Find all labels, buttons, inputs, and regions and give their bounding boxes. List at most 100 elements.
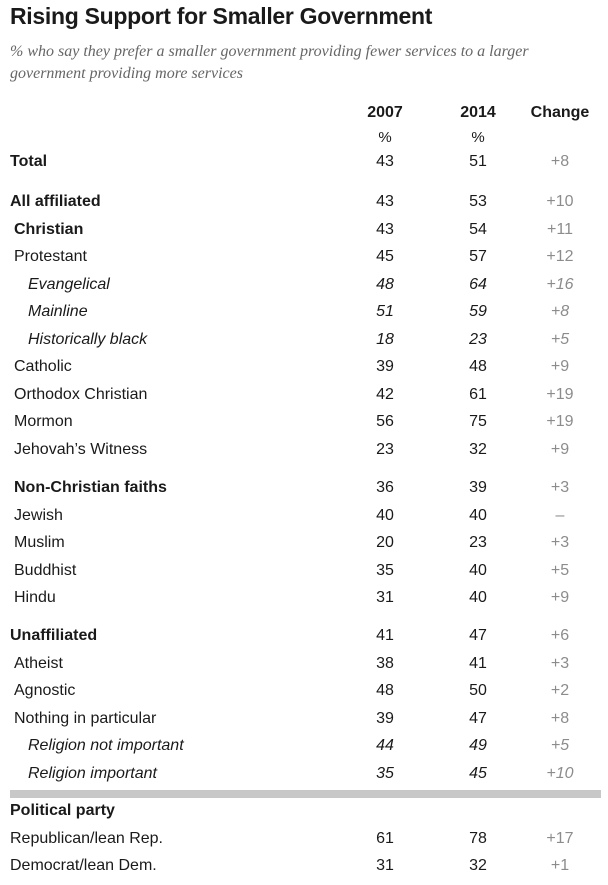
table-row: Jehovah’s Witness 23 32 +9 — [0, 441, 608, 465]
value-change: +2 — [550, 682, 570, 699]
table-row: Jewish 40 40 – — [0, 507, 608, 531]
value-2014: 39 — [469, 479, 487, 496]
value-change: +10 — [546, 193, 574, 210]
table-row: Protestant 45 57 +12 — [0, 248, 608, 272]
value-change: +10 — [546, 764, 574, 782]
value-change: +1 — [550, 857, 570, 874]
table-row: Hindu 31 40 +9 — [0, 589, 608, 613]
value-2007: 43 — [376, 193, 394, 210]
row-label: Religion not important — [28, 737, 184, 754]
row-label: Agnostic — [14, 682, 76, 699]
value-2007: 40 — [376, 506, 394, 524]
value-2007: 48 — [376, 275, 394, 293]
table-row: Orthodox Christian 42 61 +19 — [0, 386, 608, 410]
value-change: +9 — [550, 440, 570, 458]
column-header-2007: 2007 — [367, 104, 403, 121]
value-2007: 41 — [376, 627, 394, 644]
value-change: +5 — [550, 561, 570, 579]
row-label: Protestant — [14, 248, 87, 265]
row-label: Non-Christian faiths — [14, 479, 167, 496]
value-change: +8 — [550, 709, 570, 727]
value-2007: 39 — [376, 709, 394, 727]
value-2014: 53 — [469, 193, 487, 210]
value-2014: 23 — [469, 330, 487, 348]
value-change: +5 — [550, 737, 570, 754]
row-label: Jehovah’s Witness — [14, 440, 148, 458]
row-label: Mainline — [28, 303, 88, 320]
value-change: +9 — [550, 358, 570, 375]
table-row: Religion important 35 45 +10 — [0, 765, 608, 789]
value-2014: 41 — [469, 654, 487, 672]
value-2007: 20 — [376, 534, 394, 551]
table-row: Mormon 56 75 +19 — [0, 413, 608, 437]
value-change: +5 — [550, 330, 570, 348]
value-2014: 40 — [469, 561, 487, 579]
row-label: Catholic — [14, 358, 72, 375]
value-2014: 32 — [469, 857, 487, 874]
row-label: Total — [10, 153, 48, 170]
row-label: Muslim — [14, 534, 65, 551]
column-header-change: Change — [530, 104, 590, 121]
row-label: Democrat/lean Dem. — [10, 857, 157, 874]
value-2014: 59 — [469, 303, 487, 320]
table-row: Non-Christian faiths 36 39 +3 — [0, 479, 608, 503]
value-2007: 51 — [376, 303, 394, 320]
row-label: All affiliated — [10, 193, 101, 210]
unit-label-2014: % — [471, 129, 485, 146]
value-change: +8 — [550, 153, 570, 170]
value-2014: 45 — [469, 764, 487, 782]
value-2014: 49 — [469, 737, 487, 754]
value-change: +3 — [550, 534, 570, 551]
row-label: Religion important — [28, 764, 157, 782]
table-row: Democrat/lean Dem. 31 32 +1 — [0, 857, 608, 881]
value-2014: 75 — [469, 413, 487, 430]
value-2007: 43 — [376, 153, 394, 170]
value-2014: 54 — [469, 220, 487, 238]
value-2007: 61 — [376, 829, 394, 847]
row-label: Jewish — [14, 506, 63, 524]
value-2014: 64 — [469, 275, 487, 293]
row-label: Nothing in particular — [14, 709, 157, 727]
value-change: +17 — [546, 829, 574, 847]
table-row: Muslim 20 23 +3 — [0, 534, 608, 558]
value-2007: 31 — [376, 589, 394, 606]
value-2014: 48 — [469, 358, 487, 375]
unit-label-2007: % — [378, 129, 392, 146]
row-label: Christian — [14, 220, 84, 238]
row-label: Evangelical — [28, 275, 110, 293]
value-2007: 42 — [376, 385, 394, 403]
value-2007: 39 — [376, 358, 394, 375]
table-row: Agnostic 48 50 +2 — [0, 682, 608, 706]
table-row: Unaffiliated 41 47 +6 — [0, 627, 608, 651]
value-change: +6 — [550, 627, 570, 644]
value-change: – — [555, 506, 565, 524]
row-label: Historically black — [28, 330, 148, 348]
value-2007: 35 — [376, 764, 394, 782]
chart-subtitle: % who say they prefer a smaller governme… — [10, 43, 529, 82]
table-row: Republican/lean Rep. 61 78 +17 — [0, 830, 608, 854]
value-2014: 23 — [469, 534, 487, 551]
table-row: Evangelical 48 64 +16 — [0, 276, 608, 300]
value-2014: 47 — [469, 709, 487, 727]
value-2014: 51 — [469, 153, 487, 170]
value-2014: 57 — [469, 248, 487, 265]
row-label: Hindu — [14, 589, 56, 606]
value-2007: 48 — [376, 682, 394, 699]
row-label: Buddhist — [14, 561, 77, 579]
table-row: Atheist 38 41 +3 — [0, 655, 608, 679]
value-change: +8 — [550, 303, 570, 320]
value-2007: 38 — [376, 654, 394, 672]
value-change: +3 — [550, 654, 570, 672]
column-header-2014: 2014 — [460, 104, 496, 121]
table-row: Political party — [0, 802, 608, 826]
value-2007: 43 — [376, 220, 394, 238]
value-2007: 23 — [376, 440, 394, 458]
value-2014: 61 — [469, 385, 487, 403]
value-2007: 31 — [376, 857, 394, 874]
value-change: +9 — [550, 589, 570, 606]
table-row: Nothing in particular 39 47 +8 — [0, 710, 608, 734]
value-2014: 78 — [469, 829, 487, 847]
value-2014: 40 — [469, 589, 487, 606]
value-2014: 32 — [469, 440, 487, 458]
row-label: Political party — [10, 802, 115, 819]
